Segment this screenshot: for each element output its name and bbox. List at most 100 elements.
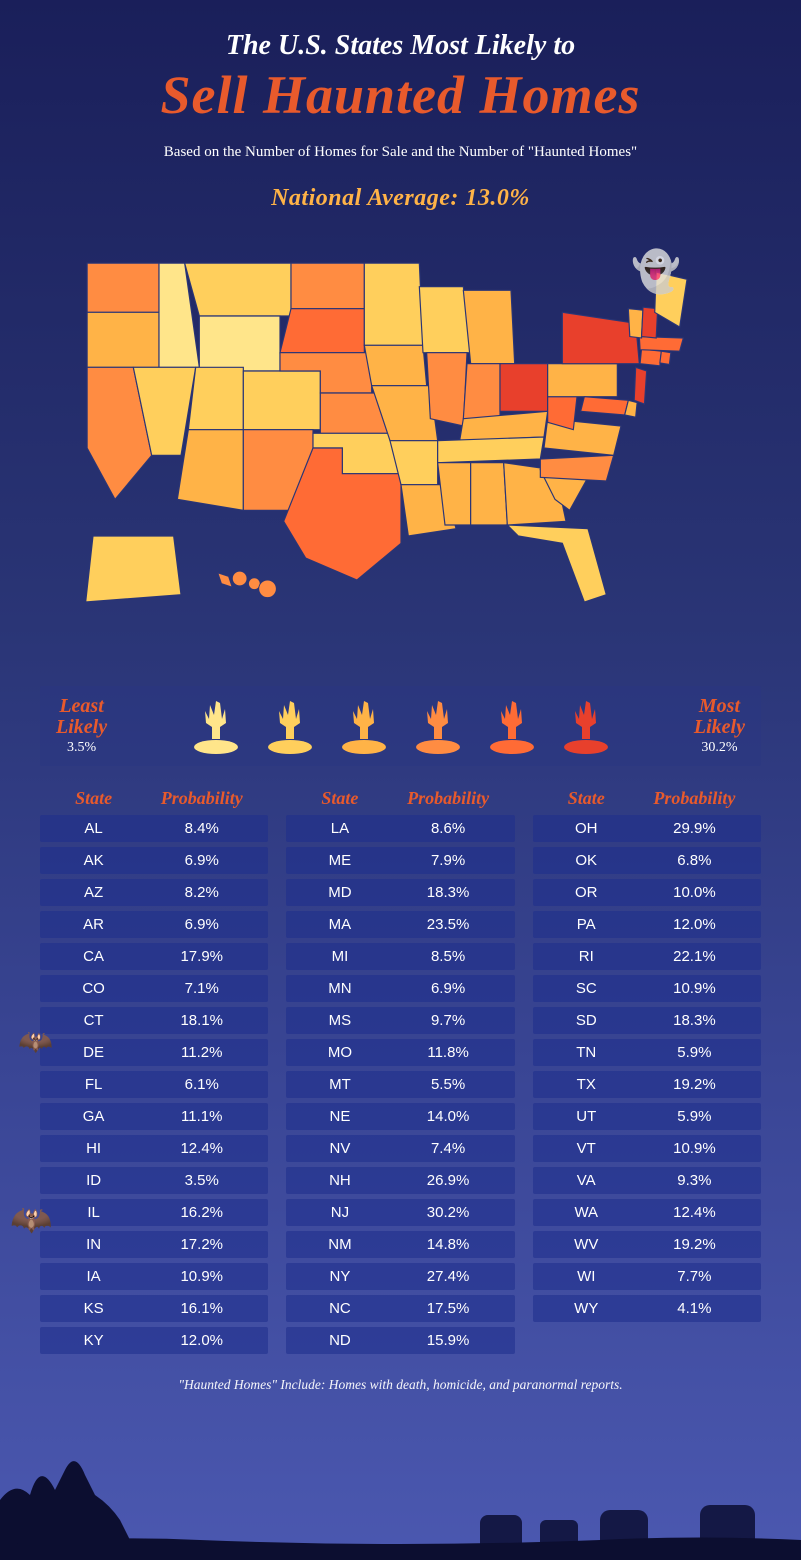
- cell-prob: 16.2%: [141, 1204, 262, 1221]
- table-row: SC10.9%: [533, 975, 761, 1002]
- state-IA: [364, 345, 426, 385]
- cell-state: IN: [46, 1236, 141, 1253]
- bat-icon: 🦇: [10, 1200, 52, 1240]
- state-RI: [659, 351, 670, 364]
- table-row: NE14.0%: [286, 1103, 514, 1130]
- cell-state: VT: [539, 1140, 634, 1157]
- cell-prob: 8.2%: [141, 884, 262, 901]
- legend-most-value: 30.2%: [694, 740, 745, 756]
- legend-hand-icon: [560, 697, 612, 755]
- cell-prob: 10.9%: [141, 1268, 262, 1285]
- cell-prob: 15.9%: [388, 1332, 509, 1349]
- state-CT: [640, 349, 661, 366]
- table-row: IA10.9%: [40, 1263, 268, 1290]
- cell-prob: 10.9%: [634, 980, 755, 997]
- state-OH: [500, 364, 548, 412]
- cell-state: OR: [539, 884, 634, 901]
- cell-prob: 12.0%: [634, 916, 755, 933]
- cell-state: RI: [539, 948, 634, 965]
- state-TN: [437, 437, 543, 463]
- table-header-prob: Probability: [141, 788, 262, 809]
- cell-prob: 6.9%: [388, 980, 509, 997]
- table-row: MO11.8%: [286, 1039, 514, 1066]
- cell-state: MT: [292, 1076, 387, 1093]
- cell-prob: 17.9%: [141, 948, 262, 965]
- cell-prob: 12.4%: [634, 1204, 755, 1221]
- cell-prob: 6.9%: [141, 916, 262, 933]
- cell-prob: 8.5%: [388, 948, 509, 965]
- table-row: MT5.5%: [286, 1071, 514, 1098]
- legend-least: LeastLikely 3.5%: [56, 696, 107, 756]
- cell-state: AK: [46, 852, 141, 869]
- table-header-prob: Probability: [388, 788, 509, 809]
- table-row: WY4.1%: [533, 1295, 761, 1322]
- state-WI: [419, 287, 470, 353]
- legend-least-l1: Least: [59, 695, 103, 717]
- state-ND: [291, 263, 364, 308]
- cell-state: NY: [292, 1268, 387, 1285]
- state-IL: [426, 353, 466, 426]
- state-MA: [639, 337, 683, 352]
- cell-prob: 10.9%: [634, 1140, 755, 1157]
- legend-most-l1: Most: [699, 695, 740, 717]
- cell-state: OH: [539, 820, 634, 837]
- table-row: OH29.9%: [533, 815, 761, 842]
- cell-state: AZ: [46, 884, 141, 901]
- cell-state: ID: [46, 1172, 141, 1189]
- data-tables: StateProbabilityAL8.4%AK6.9%AZ8.2%AR6.9%…: [40, 788, 761, 1359]
- table-row: AR6.9%: [40, 911, 268, 938]
- state-PA: [547, 364, 617, 397]
- table-row: MA23.5%: [286, 911, 514, 938]
- legend-hand-icon: [486, 697, 538, 755]
- cell-state: AL: [46, 820, 141, 837]
- table-row: OK6.8%: [533, 847, 761, 874]
- table-row: ME7.9%: [286, 847, 514, 874]
- cell-prob: 27.4%: [388, 1268, 509, 1285]
- cell-prob: 9.7%: [388, 1012, 509, 1029]
- table-row: SD18.3%: [533, 1007, 761, 1034]
- cell-prob: 14.0%: [388, 1108, 509, 1125]
- footnote: "Haunted Homes" Include: Homes with deat…: [40, 1377, 761, 1393]
- table-row: OR10.0%: [533, 879, 761, 906]
- subtitle: Based on the Number of Homes for Sale an…: [40, 144, 761, 161]
- table-row: IL16.2%: [40, 1199, 268, 1226]
- cell-state: CO: [46, 980, 141, 997]
- cell-state: DE: [46, 1044, 141, 1061]
- cell-state: NH: [292, 1172, 387, 1189]
- cell-prob: 8.4%: [141, 820, 262, 837]
- cell-prob: 14.8%: [388, 1236, 509, 1253]
- cell-prob: 11.1%: [141, 1108, 262, 1125]
- table-row: LA8.6%: [286, 815, 514, 842]
- cell-state: TX: [539, 1076, 634, 1093]
- cell-state: KY: [46, 1332, 141, 1349]
- cell-state: WA: [539, 1204, 634, 1221]
- table-row: ND15.9%: [286, 1327, 514, 1354]
- cell-prob: 7.1%: [141, 980, 262, 997]
- national-average: National Average: 13.0%: [40, 185, 761, 212]
- cell-prob: 6.8%: [634, 852, 755, 869]
- table-header-prob: Probability: [634, 788, 755, 809]
- state-NJ: [634, 367, 646, 404]
- table-row: RI22.1%: [533, 943, 761, 970]
- state-AK: [85, 536, 180, 602]
- us-map: 👻: [40, 228, 761, 668]
- table-row: CT18.1%: [40, 1007, 268, 1034]
- table-row: WA12.4%: [533, 1199, 761, 1226]
- cell-state: SD: [539, 1012, 634, 1029]
- state-FL: [507, 525, 606, 602]
- table-row: KS16.1%: [40, 1295, 268, 1322]
- cell-prob: 5.9%: [634, 1044, 755, 1061]
- cell-state: TN: [539, 1044, 634, 1061]
- cell-prob: 5.9%: [634, 1108, 755, 1125]
- legend-most-l2: Likely: [694, 716, 745, 738]
- legend-least-value: 3.5%: [56, 740, 107, 756]
- table-row: UT5.9%: [533, 1103, 761, 1130]
- table-row: IN17.2%: [40, 1231, 268, 1258]
- cell-state: WV: [539, 1236, 634, 1253]
- table-row: NH26.9%: [286, 1167, 514, 1194]
- table-row: GA11.1%: [40, 1103, 268, 1130]
- table-row: NV7.4%: [286, 1135, 514, 1162]
- table-row: HI12.4%: [40, 1135, 268, 1162]
- state-HI: [217, 573, 232, 588]
- table-row: KY12.0%: [40, 1327, 268, 1354]
